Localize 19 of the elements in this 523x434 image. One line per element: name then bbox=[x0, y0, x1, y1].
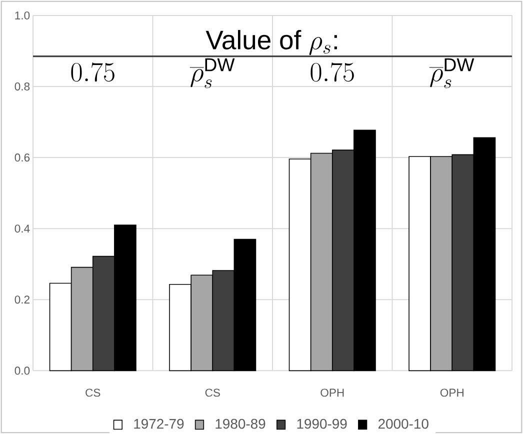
x-tick-label: CS bbox=[86, 388, 100, 397]
annotation: $\overline{\rho}_s^{\mathrm{DW}}$ bbox=[429, 58, 474, 88]
legend-label: 1990-99 bbox=[297, 418, 347, 429]
x-tick-label: CS bbox=[205, 388, 220, 397]
annotation: $\overline{\rho}_s^{\mathrm{DW}}$ bbox=[190, 58, 235, 88]
x-tick-label: OPH bbox=[440, 388, 464, 397]
annotation: $\mbox{Value of }\rho_s\mbox{:}$ bbox=[206, 30, 337, 56]
y-tick-label: 0.4 bbox=[14, 224, 30, 233]
y-tick-label: 0.8 bbox=[14, 82, 30, 90]
legend-label: 1972-79 bbox=[134, 418, 184, 429]
y-tick-label: 1.0 bbox=[15, 11, 30, 20]
legend-label: 1980-89 bbox=[216, 418, 266, 429]
annotation: $0.75$ bbox=[310, 62, 354, 82]
y-tick-label: 0.0 bbox=[14, 366, 30, 375]
x-tick-label: OPH bbox=[320, 388, 344, 397]
legend-label: 2000-10 bbox=[378, 418, 428, 429]
y-tick-label: 0.2 bbox=[14, 296, 30, 304]
y-tick-label: 0.6 bbox=[14, 154, 30, 162]
annotation: $0.75$ bbox=[71, 62, 114, 82]
